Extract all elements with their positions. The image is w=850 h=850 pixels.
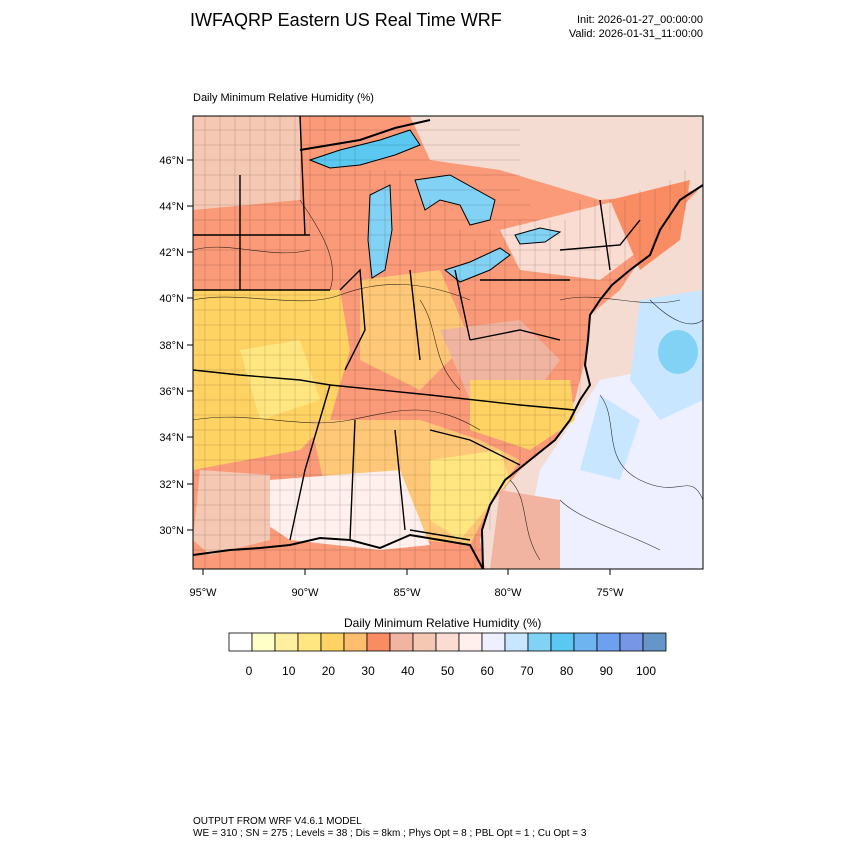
colorbar-tick-label: 10 bbox=[282, 664, 296, 678]
lat-label-40: 40°N bbox=[159, 293, 184, 305]
lat-label-46: 46°N bbox=[159, 155, 184, 167]
colorbar-swatch-3 bbox=[297, 632, 322, 652]
model-footer: OUTPUT FROM WRF V4.6.1 MODEL WE = 310 ; … bbox=[193, 816, 586, 840]
lon-label-95: 95°W bbox=[189, 587, 217, 599]
land-canada bbox=[410, 116, 703, 200]
lat-tick-32: 32°N bbox=[159, 479, 193, 491]
coastline bbox=[193, 119, 703, 569]
lat-label-44: 44°N bbox=[159, 201, 184, 213]
land-texas-moist bbox=[193, 470, 270, 555]
lat-label-42: 42°N bbox=[159, 247, 184, 259]
land-north-plains bbox=[193, 116, 300, 210]
lat-tick-36: 36°N bbox=[159, 386, 193, 398]
lat-tick-44: 44°N bbox=[159, 201, 193, 213]
lon-label-80: 80°W bbox=[494, 587, 522, 599]
lon-tick-80: 80°W bbox=[494, 569, 522, 599]
ocean-wet-patch bbox=[658, 330, 698, 374]
latitude-axis: 46°N 44°N 42°N 40°N 38°N 36°N 34°N 32°N … bbox=[159, 155, 193, 537]
colorbar-swatch-9 bbox=[435, 632, 460, 652]
lon-tick-95: 95°W bbox=[189, 569, 217, 599]
colorbar-tick-label: 0 bbox=[246, 664, 253, 678]
colorbar-swatch-12 bbox=[504, 632, 529, 652]
colorbar-tick-label: 60 bbox=[481, 664, 495, 678]
ocean-moist-patch bbox=[580, 395, 640, 480]
longitude-axis: 95°W 90°W 85°W 80°W 75°W bbox=[189, 569, 624, 599]
colorbar-swatch-16 bbox=[596, 632, 621, 652]
map-panel bbox=[193, 116, 703, 569]
valid-time: Valid: 2026-01-31_11:00:00 bbox=[568, 28, 703, 40]
colorbar-swatch-18 bbox=[642, 632, 667, 652]
lon-label-85: 85°W bbox=[393, 587, 421, 599]
lat-label-32: 32°N bbox=[159, 479, 184, 491]
lat-tick-38: 38°N bbox=[159, 340, 193, 352]
colorbar-tick-label: 30 bbox=[361, 664, 375, 678]
map-title: IWFAQRP Eastern US Real Time WRF bbox=[190, 10, 502, 30]
lat-label-38: 38°N bbox=[159, 340, 184, 352]
colorbar-swatch-10 bbox=[458, 632, 483, 652]
lon-tick-75: 75°W bbox=[596, 569, 624, 599]
lat-tick-34: 34°N bbox=[159, 432, 193, 444]
lat-label-36: 36°N bbox=[159, 386, 184, 398]
lat-tick-40: 40°N bbox=[159, 293, 193, 305]
colorbar-tick-label: 40 bbox=[401, 664, 415, 678]
init-time: Init: 2026-01-27_00:00:00 bbox=[577, 14, 703, 26]
colorbar-tick-label: 80 bbox=[560, 664, 574, 678]
lon-label-75: 75°W bbox=[596, 587, 624, 599]
lat-tick-30: 30°N bbox=[159, 525, 193, 537]
colorbar-tick-label: 90 bbox=[600, 664, 614, 678]
colorbar-tick-label: 70 bbox=[520, 664, 534, 678]
state-boundaries bbox=[193, 116, 641, 541]
colorbar-swatch-11 bbox=[481, 632, 506, 652]
colorbar-swatch-8 bbox=[412, 632, 437, 652]
colorbar-tick-label: 50 bbox=[441, 664, 455, 678]
lon-label-90: 90°W bbox=[291, 587, 319, 599]
colorbar-swatch-14 bbox=[550, 632, 575, 652]
ocean-dry-patch bbox=[490, 490, 560, 569]
field-label: Daily Minimum Relative Humidity (%) bbox=[193, 92, 374, 104]
plot-frame bbox=[192, 115, 704, 570]
lat-tick-46: 46°N bbox=[159, 155, 193, 167]
colorbar-swatch-0 bbox=[228, 632, 253, 652]
colorbar-swatch-7 bbox=[389, 632, 414, 652]
lat-label-30: 30°N bbox=[159, 525, 184, 537]
lat-tick-42: 42°N bbox=[159, 247, 193, 259]
lon-tick-85: 85°W bbox=[393, 569, 421, 599]
colorbar-swatch-2 bbox=[274, 632, 299, 652]
lon-tick-90: 90°W bbox=[291, 569, 319, 599]
colorbar-swatch-5 bbox=[343, 632, 368, 652]
lake-ontario bbox=[514, 227, 562, 245]
colorbar-swatch-1 bbox=[251, 632, 276, 652]
county-grid bbox=[193, 116, 686, 569]
colorbar-swatch-4 bbox=[320, 632, 345, 652]
lat-label-34: 34°N bbox=[159, 432, 184, 444]
footer-line-1: OUTPUT FROM WRF V4.6.1 MODEL bbox=[193, 816, 362, 827]
colorbar-title: Daily Minimum Relative Humidity (%) bbox=[344, 616, 542, 630]
colorbar-swatch-13 bbox=[527, 632, 552, 652]
colorbar-swatch-17 bbox=[619, 632, 644, 652]
colorbar-tick-label: 100 bbox=[636, 664, 656, 678]
colorbar-swatch-6 bbox=[366, 632, 391, 652]
footer-line-2: WE = 310 ; SN = 275 ; Levels = 38 ; Dis … bbox=[193, 828, 587, 839]
colorbar: 0 10 20 30 40 50 60 70 80 90 100 bbox=[228, 632, 667, 678]
colorbar-swatch-15 bbox=[573, 632, 598, 652]
colorbar-tick-label: 20 bbox=[322, 664, 336, 678]
